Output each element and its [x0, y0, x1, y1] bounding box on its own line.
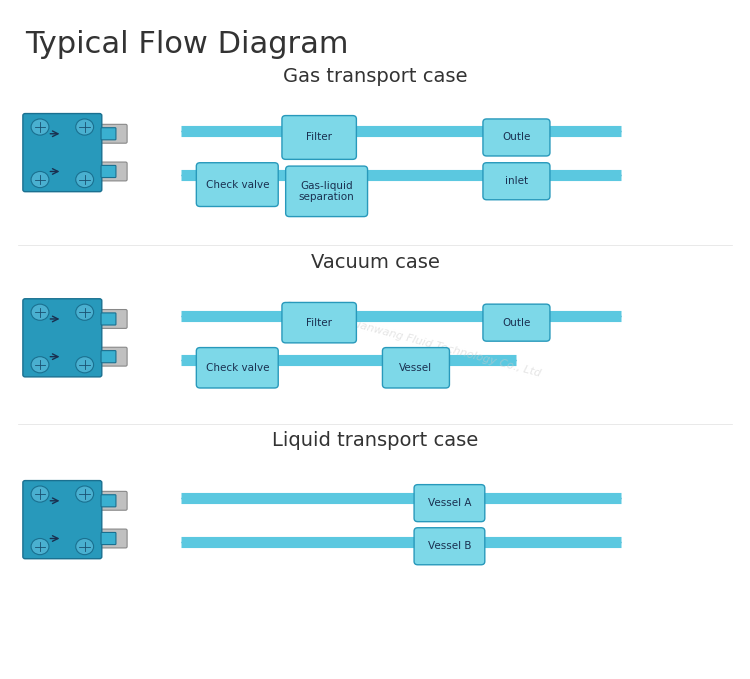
FancyBboxPatch shape [50, 124, 127, 143]
Text: Vessel: Vessel [400, 363, 433, 373]
Text: Gas transport case: Gas transport case [283, 67, 467, 86]
Circle shape [76, 119, 94, 135]
Text: Outle: Outle [503, 132, 531, 143]
FancyBboxPatch shape [50, 347, 127, 366]
Circle shape [31, 486, 49, 502]
FancyBboxPatch shape [414, 528, 485, 565]
Circle shape [31, 119, 49, 135]
FancyBboxPatch shape [101, 350, 116, 363]
FancyBboxPatch shape [50, 162, 127, 181]
FancyBboxPatch shape [382, 348, 449, 388]
FancyBboxPatch shape [50, 529, 127, 548]
Circle shape [31, 172, 49, 187]
Circle shape [76, 356, 94, 373]
FancyBboxPatch shape [414, 485, 485, 521]
Circle shape [76, 304, 94, 320]
Text: Typical Flow Diagram: Typical Flow Diagram [25, 30, 349, 58]
FancyBboxPatch shape [282, 115, 356, 160]
FancyBboxPatch shape [23, 113, 102, 191]
Text: inlet: inlet [505, 177, 528, 186]
FancyBboxPatch shape [101, 166, 116, 177]
Text: Outle: Outle [503, 318, 531, 328]
FancyBboxPatch shape [50, 310, 127, 329]
Circle shape [76, 538, 94, 555]
Circle shape [76, 486, 94, 502]
FancyBboxPatch shape [23, 481, 102, 559]
Text: Check valve: Check valve [206, 180, 269, 189]
Text: Vessel B: Vessel B [427, 541, 471, 551]
FancyBboxPatch shape [483, 119, 550, 156]
FancyBboxPatch shape [196, 348, 278, 388]
FancyBboxPatch shape [101, 128, 116, 140]
FancyBboxPatch shape [50, 492, 127, 510]
Text: Liquid transport case: Liquid transport case [272, 431, 478, 450]
Circle shape [31, 304, 49, 320]
Text: Filter: Filter [306, 132, 332, 143]
FancyBboxPatch shape [483, 163, 550, 200]
Circle shape [31, 356, 49, 373]
Text: Filter: Filter [306, 318, 332, 328]
FancyBboxPatch shape [282, 302, 356, 343]
Circle shape [31, 538, 49, 555]
FancyBboxPatch shape [483, 304, 550, 341]
Text: Vacuum case: Vacuum case [310, 253, 440, 272]
Text: Gas-liquid
separation: Gas-liquid separation [298, 181, 355, 202]
Text: Check valve: Check valve [206, 363, 269, 373]
FancyBboxPatch shape [101, 532, 116, 545]
Circle shape [76, 172, 94, 187]
FancyBboxPatch shape [196, 163, 278, 206]
FancyBboxPatch shape [286, 166, 368, 217]
FancyBboxPatch shape [23, 299, 102, 377]
Text: Vessel A: Vessel A [427, 498, 471, 508]
FancyBboxPatch shape [101, 313, 116, 325]
FancyBboxPatch shape [101, 495, 116, 507]
Text: Changzhou Yuanwang Fluid Technology Co., Ltd: Changzhou Yuanwang Fluid Technology Co.,… [283, 300, 542, 379]
